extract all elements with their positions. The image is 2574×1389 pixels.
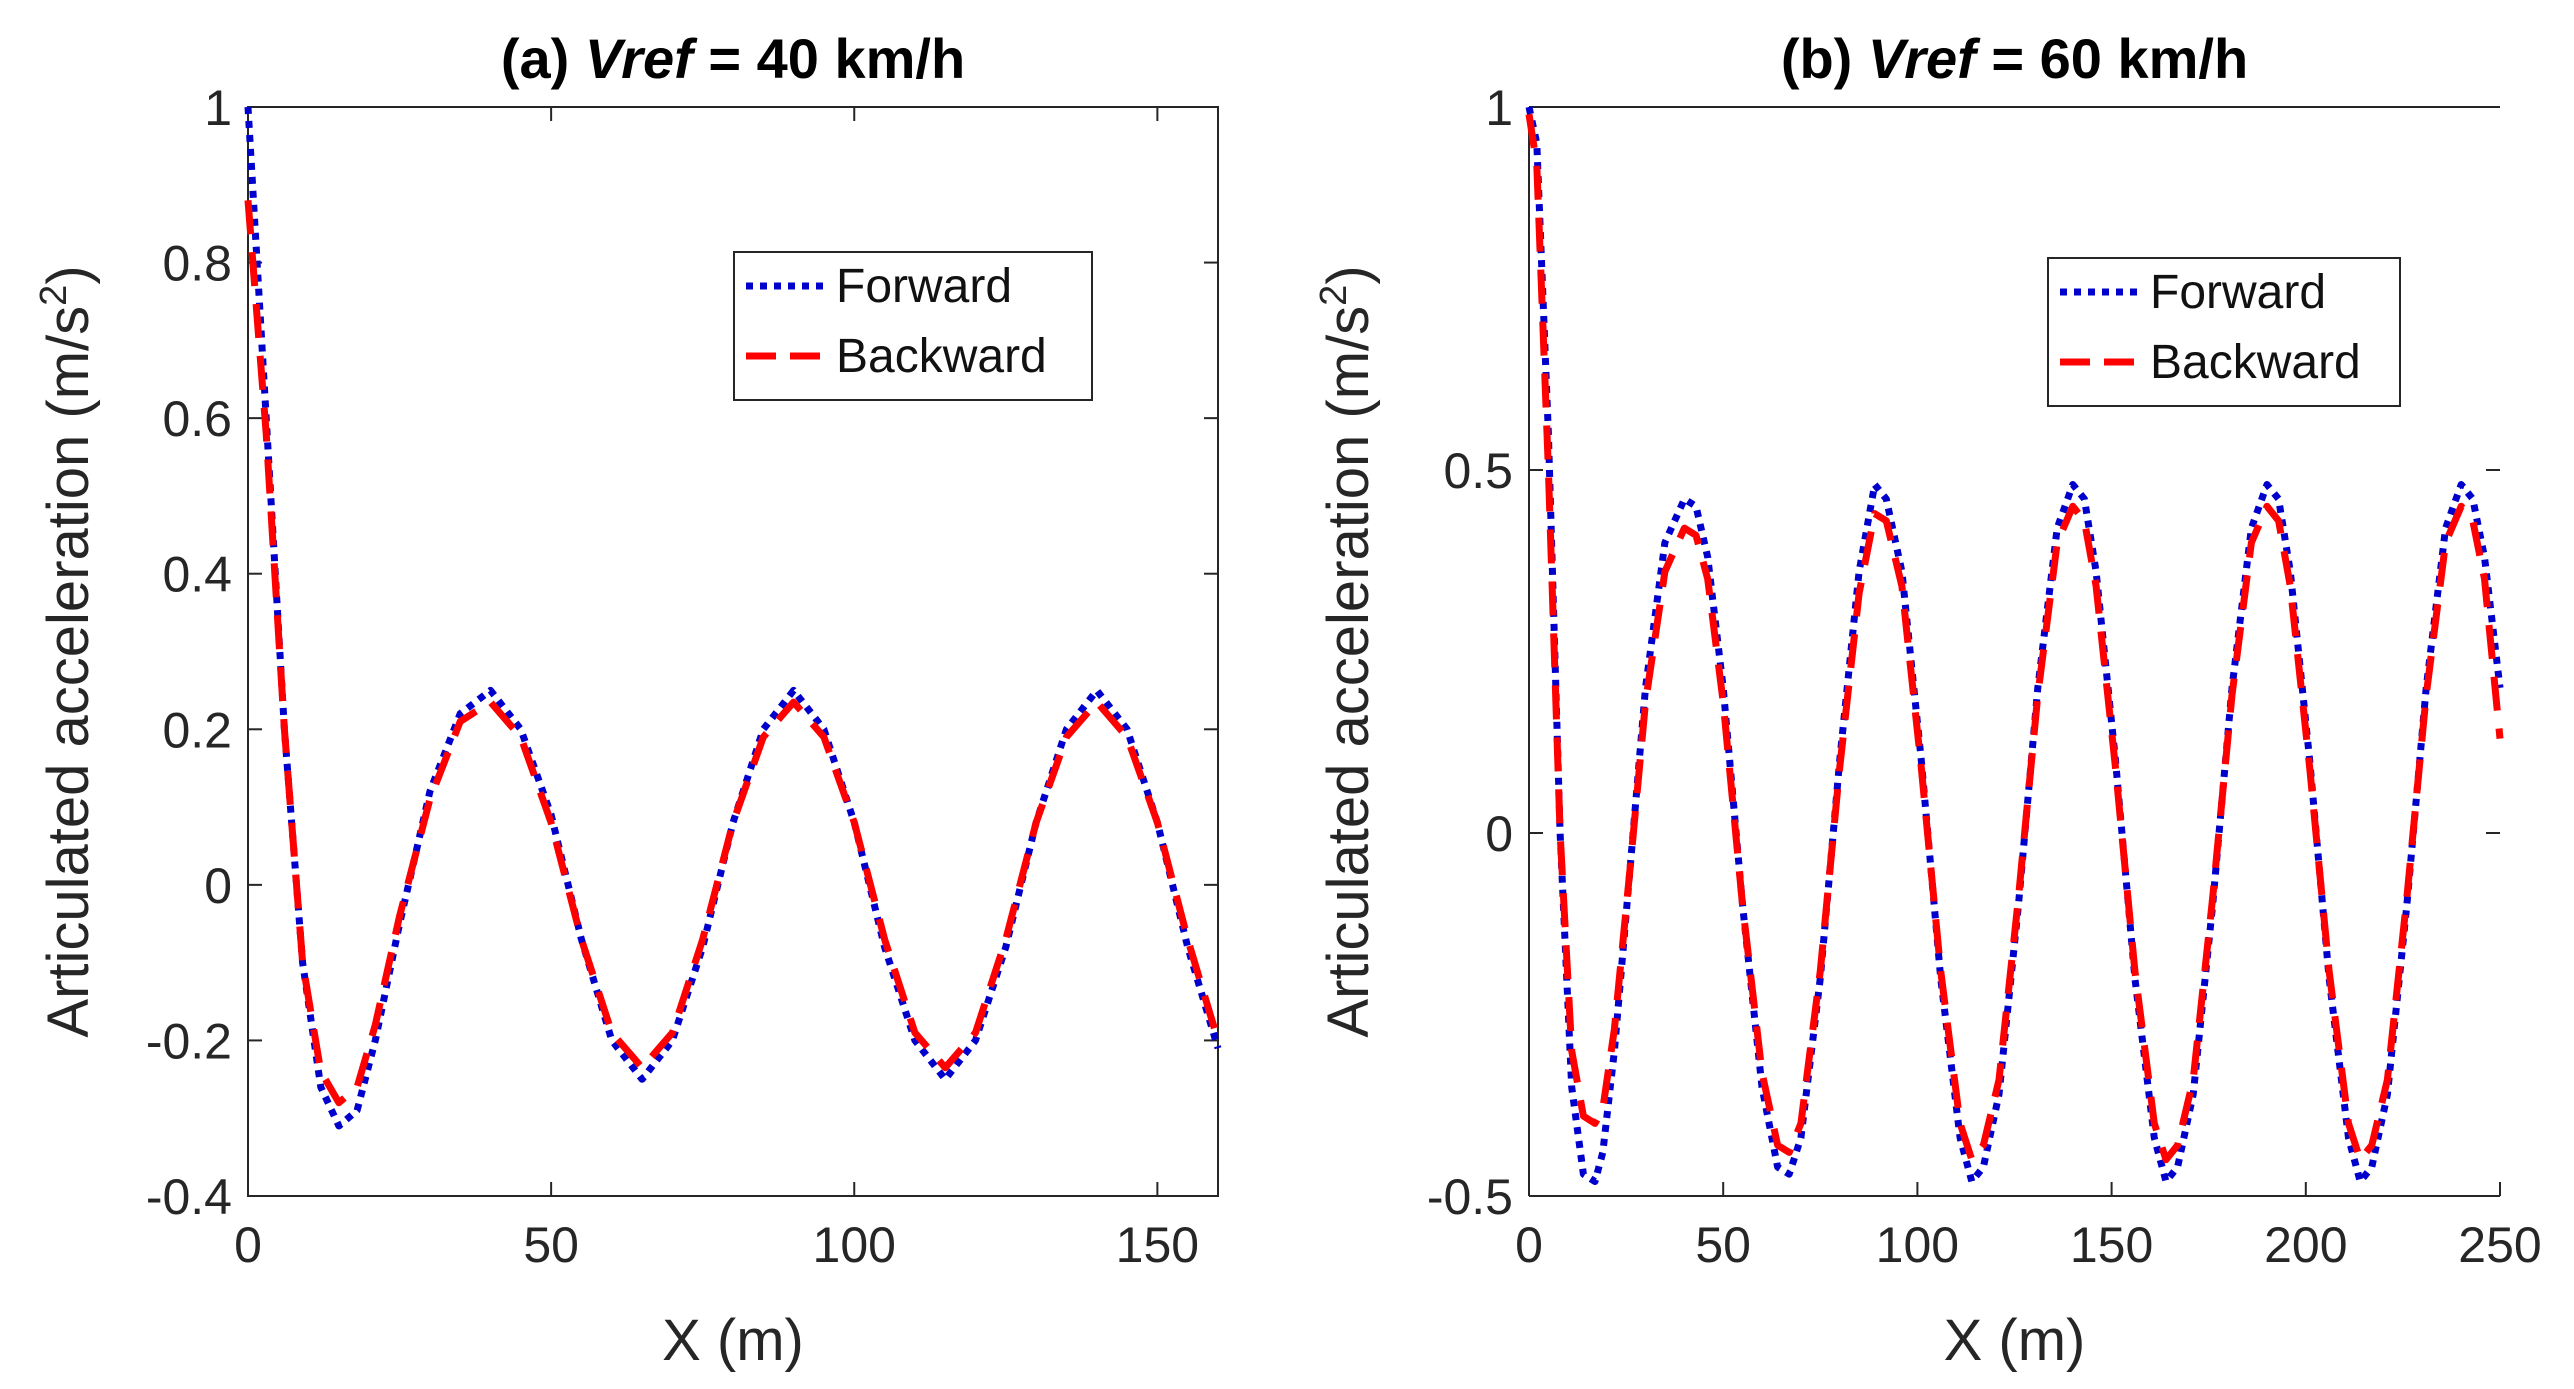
chart-b-xtick-label: 150 xyxy=(2070,1217,2153,1273)
chart-a-ylabel-main: Articulated acceleration (m/s xyxy=(36,306,101,1038)
chart-b-title-prefix: (b) xyxy=(1781,27,1868,90)
chart-b-title-suffix: = 60 km/h xyxy=(1976,27,2248,90)
chart-b-legend: Forward Backward xyxy=(2047,257,2401,407)
chart-a-ylabel-close: ) xyxy=(36,265,101,284)
chart-b-ylabel-sup: 2 xyxy=(1313,285,1355,306)
chart-b-ylabel-main: Articulated acceleration (m/s xyxy=(1316,306,1381,1038)
chart-b-ytick-label: 0 xyxy=(1485,806,1513,862)
chart-b-title-var: Vref xyxy=(1868,27,1981,90)
chart-a-xtick-label: 150 xyxy=(1116,1217,1199,1273)
chart-a-ytick-label: 0 xyxy=(204,858,232,914)
chart-b-xtick-label: 50 xyxy=(1695,1217,1751,1273)
chart-b-legend-label-backward: Backward xyxy=(2150,336,2361,389)
chart-a-title-prefix: (a) xyxy=(501,27,585,90)
chart-a-axes-box xyxy=(247,106,1219,1197)
chart-a-series-backward-line xyxy=(244,200,1222,1107)
chart-b-xtick-label: 100 xyxy=(1876,1217,1959,1273)
chart-b-xlabel: X (m) xyxy=(1944,1308,2086,1373)
chart-a-legend-label-backward: Backward xyxy=(836,330,1047,383)
chart-a-ytick-label: 0.4 xyxy=(162,547,232,603)
chart-a-ytick-label: 1 xyxy=(204,80,232,136)
chart-a-legend-box xyxy=(733,251,1093,401)
chart-b-ylabel: Articulated acceleration (m/s2) xyxy=(1313,265,1381,1037)
chart-b-ylabel-close: ) xyxy=(1316,265,1381,284)
chart-b-ytick-label: 1 xyxy=(1485,80,1513,136)
chart-b-ytick-label: 0.5 xyxy=(1443,443,1513,499)
chart-a: 0 50 100 150 -0.4 -0.2 0 0.2 0.4 0.6 0.8 1 (a) Vref … xyxy=(33,27,1222,1373)
chart-a-ytick-label: -0.4 xyxy=(146,1169,232,1225)
chart-a-ytick-label: -0.2 xyxy=(146,1013,232,1069)
chart-a-ylabel: Articulated acceleration (m/s2) xyxy=(33,265,101,1037)
chart-a-ytick-label: 0.2 xyxy=(162,702,232,758)
chart-a-legend-label-forward: Forward xyxy=(836,260,1012,313)
chart-b-legend-box xyxy=(2047,257,2401,407)
chart-a-title-suffix: = 40 km/h xyxy=(693,27,965,90)
chart-b: 0 50 100 150 200 250-0.500.51(b) Vref = 60 km… xyxy=(1313,27,2542,1373)
chart-b-title: (b) Vref = 60 km/h xyxy=(1781,27,2248,90)
chart-b-xtick-label: 0 xyxy=(1515,1217,1543,1273)
chart-a-legend: Forward Backward xyxy=(733,251,1093,401)
chart-b-ytick-label: -0.5 xyxy=(1427,1169,1513,1225)
chart-a-ylabel-sup: 2 xyxy=(33,285,75,306)
chart-a-ytick-label: 0.8 xyxy=(162,236,232,292)
chart-a-xlabel: X (m) xyxy=(662,1308,804,1373)
chart-a-xtick-label: 100 xyxy=(813,1217,896,1273)
chart-a-ytick-label: 0.6 xyxy=(162,391,232,447)
chart-a-xtick-label: 0 xyxy=(234,1217,262,1273)
chart-a-title: (a) Vref = 40 km/h xyxy=(501,27,965,90)
chart-b-xtick-label: 200 xyxy=(2264,1217,2347,1273)
chart-a-xtick-label: 50 xyxy=(523,1217,579,1273)
chart-b-legend-label-forward: Forward xyxy=(2150,266,2326,319)
chart-a-title-var: Vref xyxy=(585,27,698,90)
chart-b-xtick-label: 250 xyxy=(2458,1217,2541,1273)
chart-b-series-backward-line xyxy=(1525,113,2504,1164)
